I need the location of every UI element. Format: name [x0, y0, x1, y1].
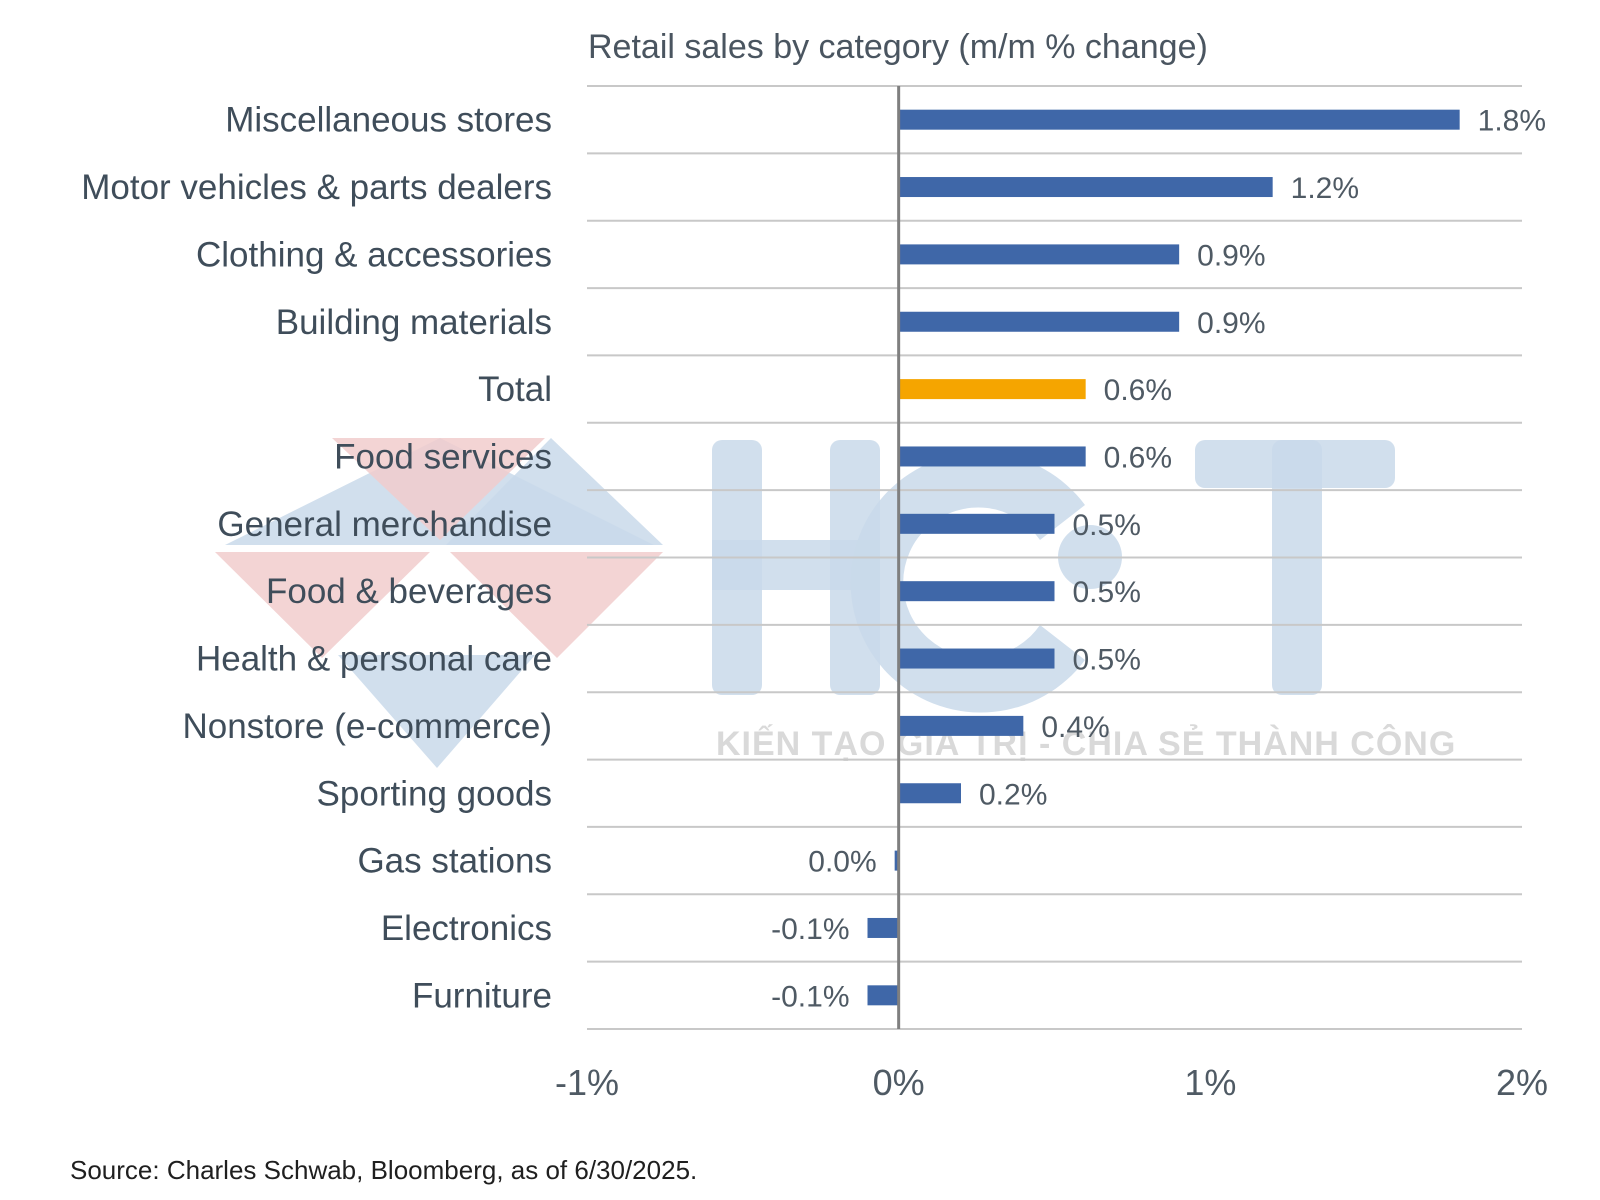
category-label: Miscellaneous stores — [225, 101, 552, 140]
value-label: -0.1% — [771, 913, 849, 946]
watermark-triangle-red-top — [332, 438, 545, 540]
bars — [867, 109, 1460, 1006]
category-label: Furniture — [412, 976, 552, 1015]
bar — [894, 850, 899, 871]
category-label: Building materials — [276, 303, 552, 342]
bar — [898, 446, 1086, 467]
watermark-t-stem — [1272, 440, 1322, 695]
gridlines — [587, 85, 1522, 1030]
value-label: -0.1% — [771, 980, 849, 1013]
value-label: 1.8% — [1478, 105, 1546, 138]
watermark-logo-icon — [215, 438, 663, 768]
category-label: General merchandise — [217, 505, 552, 544]
category-label: Motor vehicles & parts dealers — [81, 168, 552, 207]
x-tick-label: 2% — [1496, 1062, 1548, 1103]
value-labels: 1.8% 1.2% 0.9% 0.9% 0.6% 0.6% 0.5% 0.5% 0.5% 0.4%… — [771, 105, 1546, 1014]
chart-title: Retail sales by category (m/m % change) — [588, 28, 1208, 66]
category-label: Total — [478, 370, 552, 409]
value-label: 0.9% — [1197, 239, 1265, 272]
bar — [898, 244, 1180, 265]
bar — [898, 783, 961, 804]
x-tick-label: 0% — [873, 1062, 925, 1103]
bar — [898, 177, 1273, 198]
watermark-triangle-blue-right — [446, 438, 663, 545]
bar — [898, 513, 1055, 534]
category-label: Gas stations — [357, 842, 552, 881]
bar — [898, 581, 1055, 602]
bar — [898, 109, 1460, 130]
value-label: 0.5% — [1073, 509, 1141, 542]
value-label: 0.5% — [1073, 644, 1141, 677]
bar — [898, 715, 1024, 736]
value-label: 0.6% — [1104, 374, 1172, 407]
source-note: Source: Charles Schwab, Bloomberg, as of… — [70, 1155, 698, 1185]
value-label: 0.5% — [1073, 576, 1141, 609]
category-label: Electronics — [381, 909, 552, 948]
category-labels: Miscellaneous stores Motor vehicles & par… — [81, 101, 552, 1016]
category-label: Food & beverages — [266, 572, 552, 611]
value-label: 0.4% — [1041, 711, 1109, 744]
category-label: Food services — [334, 437, 552, 476]
bar — [867, 985, 899, 1006]
category-label: Health & personal care — [196, 640, 552, 679]
bar — [898, 379, 1086, 400]
value-label: 0.2% — [979, 778, 1047, 811]
bar — [867, 917, 899, 938]
watermark-triangle-red-right — [450, 552, 663, 658]
bar — [898, 311, 1180, 332]
watermark-triangle-red-left — [215, 552, 430, 658]
x-axis-tick-labels: -1% 0% 1% 2% — [555, 1062, 1548, 1103]
watermark-letters — [712, 440, 1395, 713]
value-label: 0.6% — [1104, 441, 1172, 474]
value-label: 0.9% — [1197, 307, 1265, 340]
category-label: Clothing & accessories — [196, 235, 552, 274]
category-label: Nonstore (e-commerce) — [182, 707, 552, 746]
watermark-triangle-blue-bottom — [338, 655, 535, 768]
bar — [898, 648, 1055, 669]
category-label: Sporting goods — [317, 774, 552, 813]
watermark-tagline: KIẾN TẠO GIÁ TRỊ - CHIA SẺ THÀNH CÔNG — [716, 724, 1456, 763]
value-label: 0.0% — [808, 846, 876, 879]
value-label: 1.2% — [1291, 172, 1359, 205]
x-tick-label: 1% — [1184, 1062, 1236, 1103]
x-tick-label: -1% — [555, 1062, 619, 1103]
